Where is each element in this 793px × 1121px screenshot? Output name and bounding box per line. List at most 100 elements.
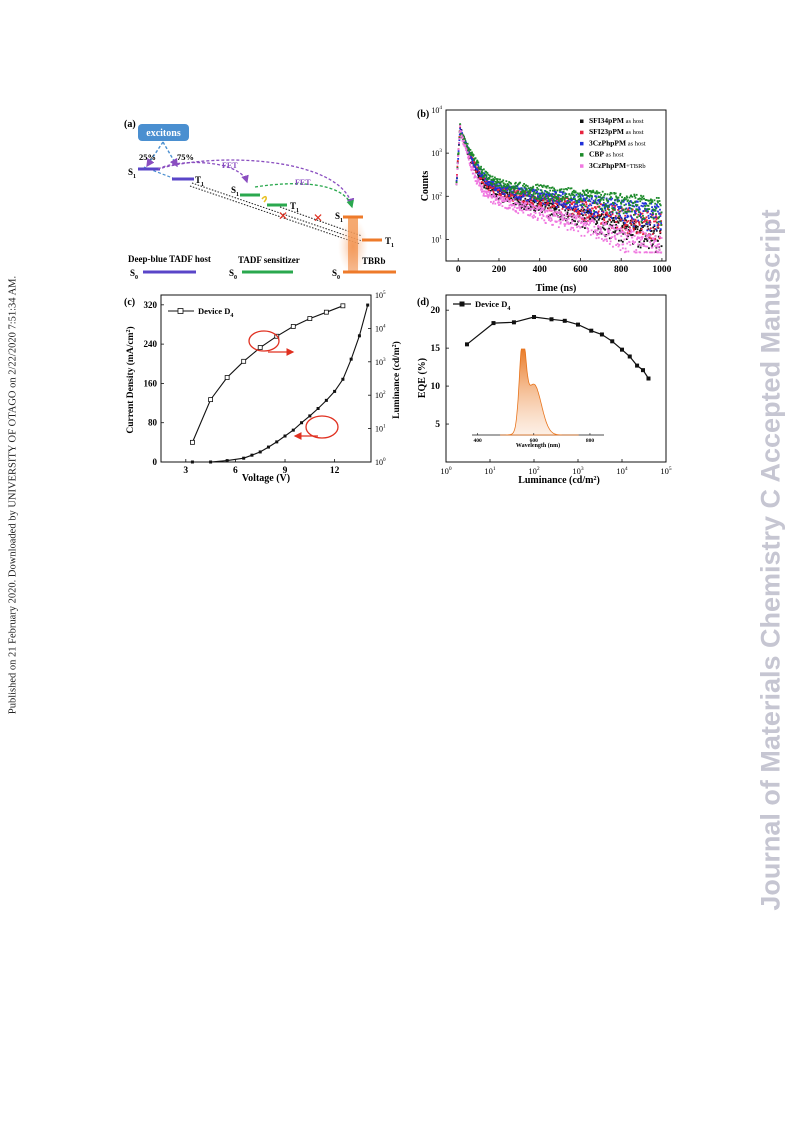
decay-point: [574, 203, 576, 205]
decay-point: [627, 250, 630, 253]
decay-point: [526, 194, 529, 197]
x-tick-label: 1000: [652, 265, 671, 275]
decay-point: [482, 168, 485, 171]
decay-point: [638, 215, 641, 218]
decay-point: [550, 213, 553, 216]
decay-point: [640, 228, 643, 231]
decay-point: [612, 216, 615, 219]
decay-point: [651, 201, 654, 203]
decay-point: [606, 206, 609, 209]
decay-point: [625, 227, 628, 230]
decay-point: [602, 199, 605, 201]
decay-point: [492, 200, 495, 203]
decay-point: [602, 227, 605, 230]
decay-point: [591, 215, 594, 218]
decay-point: [623, 219, 626, 222]
decay-point: [652, 238, 655, 241]
decay-point: [522, 206, 525, 209]
decay-point: [601, 207, 603, 210]
decay-point: [587, 230, 590, 232]
decay-point: [526, 185, 529, 188]
decay-point: [642, 215, 644, 217]
decay-point: [627, 220, 630, 222]
decay-point: [572, 219, 575, 222]
decay-point: [634, 228, 636, 231]
decay-point: [627, 210, 630, 213]
decay-point: [552, 195, 555, 198]
decay-point: [624, 233, 627, 236]
decay-point: [565, 188, 567, 190]
decay-point: [466, 142, 469, 145]
decay-point: [655, 245, 658, 248]
decay-point: [510, 182, 512, 185]
decay-point: [481, 171, 484, 174]
current-density-point: [257, 345, 263, 350]
decay-point: [458, 131, 461, 134]
decay-point: [589, 203, 591, 206]
decay-point: [614, 209, 616, 211]
decay-point: [597, 218, 600, 221]
decay-point: [660, 224, 663, 226]
decay-point: [627, 199, 629, 202]
decay-point: [476, 168, 479, 171]
decay-point: [488, 174, 491, 177]
decay-point: [574, 200, 577, 202]
decay-point: [658, 200, 661, 202]
decay-point: [522, 189, 525, 192]
decay-point: [640, 204, 643, 207]
decay-point: [608, 224, 611, 227]
decay-point: [625, 198, 627, 201]
host-legend-label: Deep-blue TADF host: [128, 254, 211, 264]
luminance-point: [190, 460, 194, 464]
decay-series-3: [455, 123, 663, 226]
decay-point: [657, 222, 660, 225]
decay-point: [619, 215, 621, 218]
decay-point: [627, 202, 630, 204]
decay-point: [574, 206, 577, 208]
decay-point: [556, 212, 559, 214]
decay-point: [605, 205, 608, 208]
decay-point: [589, 211, 592, 214]
decay-point: [659, 228, 662, 231]
decay-point: [617, 221, 620, 224]
decay-point: [514, 181, 517, 184]
y-tick-label: 0: [153, 457, 158, 467]
panel-c-label: (c): [124, 297, 135, 308]
decay-point: [559, 221, 562, 224]
decay-point: [489, 189, 492, 192]
decay-point: [456, 161, 459, 163]
y2-tick-label: 100: [375, 457, 386, 467]
decay-point: [576, 205, 579, 208]
decay-point: [493, 178, 496, 181]
decay-point: [495, 182, 498, 185]
decay-point: [540, 189, 543, 192]
decay-point: [517, 198, 520, 201]
decay-point: [460, 134, 463, 137]
decay-point: [591, 216, 594, 219]
decay-point: [595, 207, 597, 210]
decay-point: [570, 214, 573, 217]
decay-point: [618, 217, 621, 220]
decay-point: [635, 205, 638, 208]
decay-point: [647, 204, 650, 207]
decay-point: [539, 200, 541, 203]
decay-point: [615, 244, 618, 246]
legend-entry: 3CzPhpPM+TBRb: [589, 161, 646, 170]
decay-point: [609, 203, 612, 206]
decay-point: [621, 247, 624, 250]
decay-point: [547, 207, 550, 210]
decay-point: [549, 198, 552, 200]
decay-point: [526, 206, 529, 208]
decay-point: [641, 196, 644, 199]
decay-point: [582, 218, 585, 221]
decay-point: [532, 203, 535, 205]
decay-point: [500, 189, 503, 192]
decay-point: [589, 233, 592, 236]
decay-point: [569, 228, 572, 231]
decay-point: [610, 236, 612, 239]
decay-point: [528, 195, 531, 198]
inset-tick-label: 400: [473, 438, 482, 444]
decay-point: [547, 214, 550, 217]
decay-point: [612, 219, 614, 222]
legend-entry: SFI23pPM as host: [589, 127, 644, 136]
